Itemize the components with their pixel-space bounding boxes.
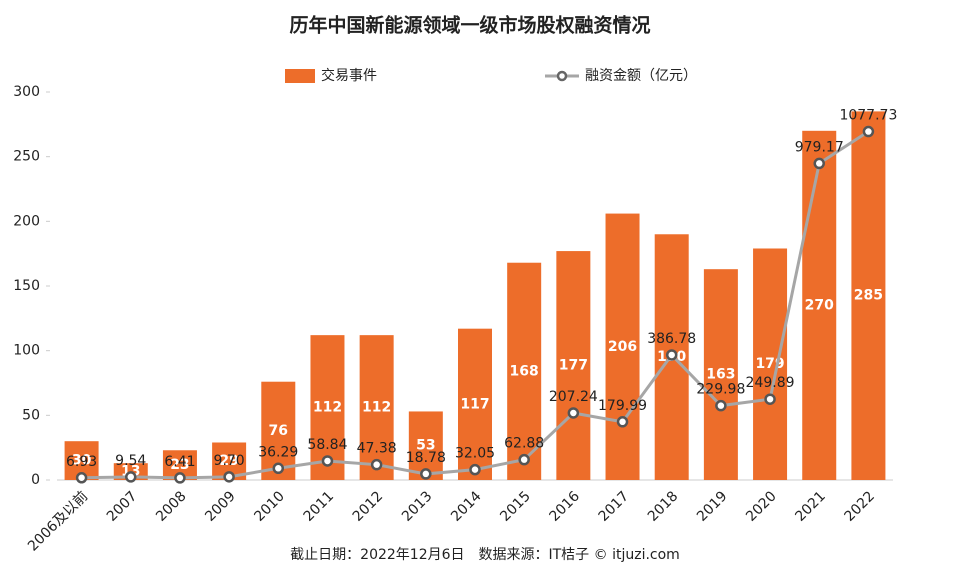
x-tick-label: 2016: [546, 488, 583, 525]
bar-value-label: 112: [313, 400, 342, 416]
y-tick-label: 0: [31, 472, 40, 488]
x-tick-label: 2021: [792, 488, 829, 525]
line-marker: [75, 472, 88, 484]
bar-value-label: 30: [72, 453, 92, 469]
line-marker: [715, 399, 727, 412]
bar-value-label: 53: [416, 438, 435, 454]
line-value-label: 36.29: [258, 444, 298, 460]
legend-swatch: [285, 69, 315, 83]
line-value-label: 9.54: [115, 453, 146, 469]
x-tick-label: 2015: [497, 488, 534, 525]
bar-value-label: 163: [706, 367, 735, 383]
line-value-label: 47.38: [357, 441, 397, 457]
line-marker: [567, 407, 580, 419]
line-value-label: 179.99: [598, 398, 647, 414]
bar: [851, 111, 886, 481]
line-value-label: 62.88: [504, 436, 544, 452]
bar: [458, 328, 492, 480]
x-tick-label: 2011: [301, 488, 338, 525]
x-tick-label: 2007: [104, 488, 141, 525]
line-marker: [125, 471, 137, 483]
bar: [556, 251, 591, 480]
line-marker: [370, 458, 383, 471]
bar: [753, 248, 788, 480]
x-tick-label: 2008: [153, 488, 190, 525]
x-tick-label: 2006及以前: [24, 488, 91, 555]
line-marker: [665, 349, 678, 361]
line-marker: [272, 462, 285, 475]
bar-value-label: 23: [170, 457, 189, 473]
x-tick-label: 2009: [202, 488, 239, 525]
bar: [359, 335, 394, 480]
x-tick-label: 2012: [350, 488, 387, 525]
line-marker: [764, 393, 776, 405]
y-tick-label: 150: [13, 278, 40, 294]
line-value-label: 1077.73: [839, 108, 897, 124]
y-tick-label: 100: [13, 343, 40, 359]
line-marker: [813, 157, 825, 170]
line-value-label: 6.93: [66, 454, 97, 470]
x-tick-label: 2013: [399, 488, 436, 525]
line-marker: [469, 463, 481, 476]
bar: [703, 269, 738, 480]
legend-label: 融资金额（亿元）: [585, 68, 697, 84]
line-marker: [616, 416, 629, 428]
line-value-label: 249.89: [746, 375, 795, 391]
x-tick-label: 2014: [448, 488, 485, 525]
bar: [605, 213, 640, 480]
legend-swatch: [556, 70, 568, 82]
y-tick-label: 300: [13, 84, 40, 100]
line-value-label: 18.78: [406, 450, 446, 466]
line-value-label: 6.41: [164, 454, 195, 470]
line-value-label: 9.70: [214, 453, 245, 469]
bar: [802, 130, 837, 481]
x-tick-label: 2019: [694, 488, 731, 525]
legend-label: 交易事件: [321, 67, 377, 84]
line-marker: [174, 472, 186, 484]
line-value-label: 207.24: [549, 389, 598, 405]
bar-value-label: 270: [805, 297, 834, 313]
line-value-label: 58.84: [307, 437, 347, 453]
bar-value-label: 285: [854, 288, 883, 304]
bar-value-label: 112: [362, 400, 391, 416]
y-tick-label: 200: [13, 213, 40, 229]
x-tick-label: 2018: [645, 488, 682, 525]
y-tick-label: 250: [13, 149, 40, 165]
bar-value-label: 177: [559, 358, 588, 374]
bar-value-label: 179: [755, 356, 784, 372]
x-tick-label: 2017: [596, 488, 633, 525]
bar-value-label: 29: [219, 453, 238, 469]
source-note: 截止日期：2022年12月6日 数据来源：IT桔子 © itjuzi.com: [290, 547, 680, 563]
line-marker: [223, 471, 235, 483]
x-tick-label: 2010: [251, 488, 288, 525]
line-marker: [862, 125, 875, 138]
y-tick-label: 50: [22, 407, 40, 423]
x-tick-label: 2022: [842, 488, 879, 525]
bar-value-label: 168: [510, 363, 539, 379]
bar: [507, 262, 542, 480]
line-marker: [420, 468, 432, 480]
line-marker: [321, 455, 334, 467]
line-value-label: 32.05: [455, 446, 495, 462]
x-tick-label: 2020: [743, 488, 780, 525]
chart-title: 历年中国新能源领域一级市场股权融资情况: [289, 14, 650, 37]
bar-value-label: 117: [460, 396, 489, 412]
line-value-label: 386.78: [647, 331, 696, 347]
bar-value-label: 206: [608, 339, 637, 355]
bar-value-label: 76: [269, 423, 288, 439]
line-value-label: 979.17: [795, 139, 844, 155]
line-marker: [518, 453, 530, 466]
line-value-label: 229.98: [696, 382, 745, 398]
